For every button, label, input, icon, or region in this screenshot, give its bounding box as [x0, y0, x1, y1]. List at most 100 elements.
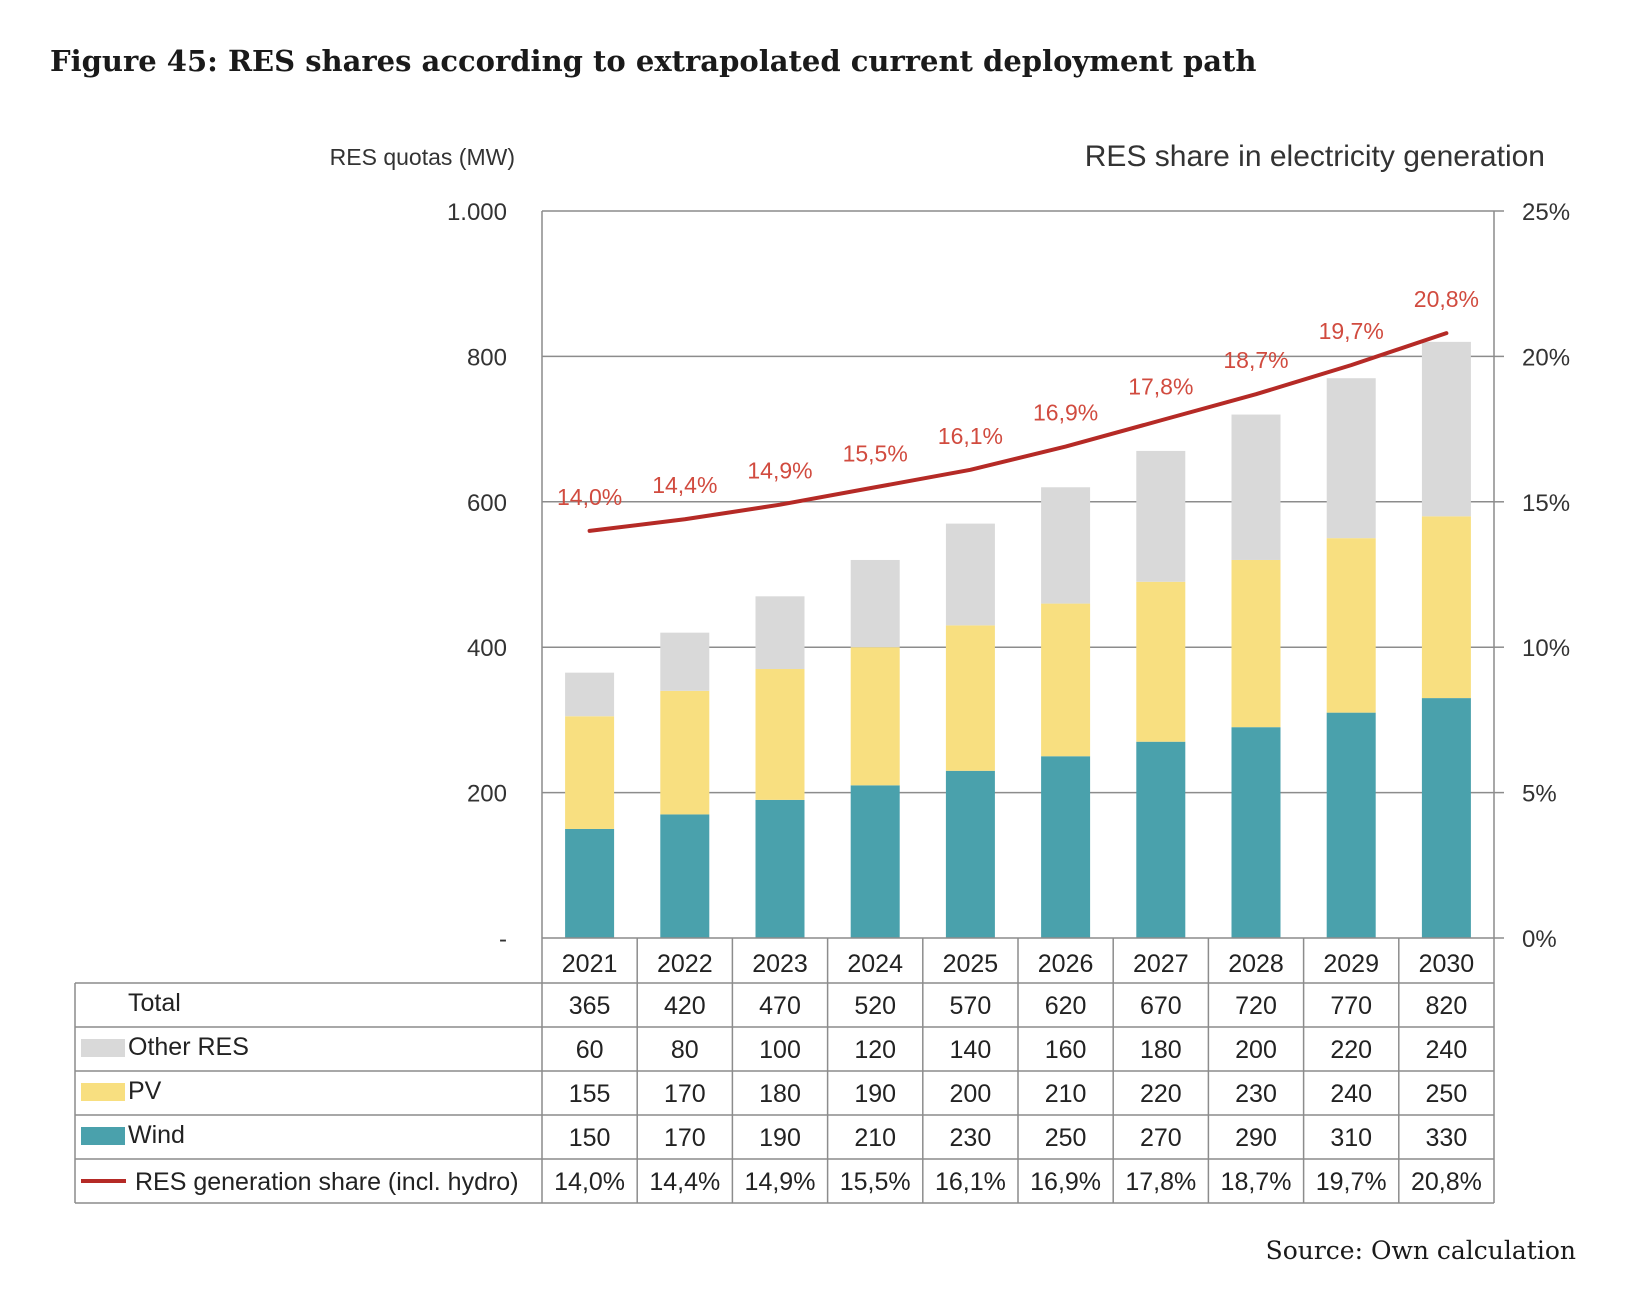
legend-swatch-pv — [81, 1083, 125, 1101]
data-table: 2021 2022 2023 2024 2025 2026 2027 2028 2029 2030… — [74, 937, 1495, 1204]
table-cell: 155 — [569, 1080, 611, 1108]
table-cell: 240 — [1426, 1036, 1468, 1064]
right-tick-label: 10% — [1522, 635, 1570, 662]
bar-wind — [945, 770, 995, 938]
table-cell: 190 — [854, 1080, 896, 1108]
x-tick-label: 2022 — [657, 950, 713, 978]
table-cell: 820 — [1426, 992, 1468, 1020]
left-tick-label: 600 — [467, 490, 507, 517]
table-cell: 15,5% — [840, 1168, 911, 1196]
bar-wind — [755, 799, 805, 938]
table-cell: 19,7% — [1316, 1168, 1387, 1196]
table-cell: 190 — [759, 1124, 801, 1152]
table-cell: 18,7% — [1221, 1168, 1292, 1196]
bar-pv — [1231, 559, 1281, 728]
left-tick-label: 400 — [467, 635, 507, 662]
bar-pv — [660, 690, 710, 815]
table-cell: 210 — [1045, 1080, 1087, 1108]
line-data-label: 19,7% — [1319, 318, 1384, 344]
bar-wind — [660, 814, 710, 938]
x-tick-label: 2029 — [1323, 950, 1379, 978]
table-cell: 365 — [569, 992, 611, 1020]
line-data-label: 20,8% — [1414, 286, 1479, 312]
bar-other — [660, 632, 710, 691]
table-cell: 620 — [1045, 992, 1087, 1020]
table-row-label: Other RES — [128, 1033, 249, 1061]
right-axis-title: RES share in electricity generation — [1085, 140, 1545, 173]
bar-other — [1421, 341, 1471, 517]
table-cell: 220 — [1140, 1080, 1182, 1108]
table-cell: 330 — [1426, 1124, 1468, 1152]
table-cell: 270 — [1140, 1124, 1182, 1152]
bar-other — [1231, 414, 1281, 560]
bar-other — [755, 596, 805, 670]
table-row-label: PV — [128, 1077, 162, 1105]
table-cell: 170 — [664, 1124, 706, 1152]
right-tick-label: 5% — [1522, 781, 1557, 808]
legend-swatch-wind — [81, 1127, 125, 1145]
table-cell: 14,9% — [745, 1168, 816, 1196]
line-data-label: 14,4% — [652, 472, 717, 498]
res-share-line: 14,0% 14,4% 14,9% 15,5% 16,1% 16,9% 17,8% 18,7%… — [557, 286, 1479, 533]
x-tick-label: 2026 — [1038, 950, 1094, 978]
x-tick-label: 2024 — [847, 950, 903, 978]
table-cell: 20,8% — [1411, 1168, 1482, 1196]
table-cell: 120 — [854, 1036, 896, 1064]
table-cell: 140 — [950, 1036, 992, 1064]
table-cell: 200 — [1235, 1036, 1277, 1064]
line-data-label: 18,7% — [1223, 347, 1288, 373]
table-cell: 17,8% — [1125, 1168, 1196, 1196]
line-data-label: 14,9% — [747, 458, 812, 484]
table-cell: 80 — [671, 1036, 699, 1064]
table-cell: 180 — [759, 1080, 801, 1108]
right-tick-label: 0% — [1522, 926, 1557, 953]
table-cell: 220 — [1330, 1036, 1372, 1064]
left-tick-label: 800 — [467, 344, 507, 371]
x-tick-label: 2030 — [1419, 950, 1475, 978]
table-cell: 16,9% — [1030, 1168, 1101, 1196]
table-cell: 520 — [854, 992, 896, 1020]
x-tick-label: 2023 — [752, 950, 808, 978]
line-data-label: 16,1% — [938, 423, 1003, 449]
axes: - 0% 200 5% 400 10% 600 15% 800 20% 1.000 25% — [447, 199, 1570, 953]
bar-other — [1136, 450, 1186, 582]
table-cell: 290 — [1235, 1124, 1277, 1152]
bar-other — [945, 523, 995, 626]
table-cell: 670 — [1140, 992, 1182, 1020]
table-cell: 720 — [1235, 992, 1277, 1020]
res-share-line-path — [587, 331, 1449, 533]
table-cell: 60 — [576, 1036, 604, 1064]
table-cell: 250 — [1426, 1080, 1468, 1108]
bar-pv — [850, 647, 900, 786]
bar-other — [850, 559, 900, 648]
bar-wind — [1136, 741, 1186, 938]
stacked-bars — [565, 341, 1471, 938]
table-cell: 160 — [1045, 1036, 1087, 1064]
table-cell: 470 — [759, 992, 801, 1020]
bar-other — [1041, 487, 1091, 604]
table-cell: 230 — [950, 1124, 992, 1152]
table-cell: 230 — [1235, 1080, 1277, 1108]
table-cell: 100 — [759, 1036, 801, 1064]
table-cell: 16,1% — [935, 1168, 1006, 1196]
right-tick-label: 20% — [1522, 344, 1570, 371]
legend-swatch-other — [81, 1039, 125, 1057]
bar-pv — [1326, 538, 1376, 713]
bar-pv — [565, 716, 615, 829]
line-data-label: 17,8% — [1128, 373, 1193, 399]
table-cell: 200 — [950, 1080, 992, 1108]
left-tick-label: - — [499, 926, 507, 953]
left-tick-label: 1.000 — [447, 199, 507, 226]
table-cell: 310 — [1330, 1124, 1372, 1152]
right-tick-label: 15% — [1522, 490, 1570, 517]
line-data-label: 14,0% — [557, 484, 622, 510]
table-cell: 250 — [1045, 1124, 1087, 1152]
figure-title: Figure 45: RES shares according to extra… — [50, 44, 1257, 78]
bar-pv — [1136, 581, 1186, 742]
bar-wind — [565, 828, 615, 938]
table-cell: 14,4% — [649, 1168, 720, 1196]
line-data-label: 15,5% — [843, 440, 908, 466]
x-tick-label: 2028 — [1228, 950, 1284, 978]
bar-other — [1326, 378, 1376, 539]
